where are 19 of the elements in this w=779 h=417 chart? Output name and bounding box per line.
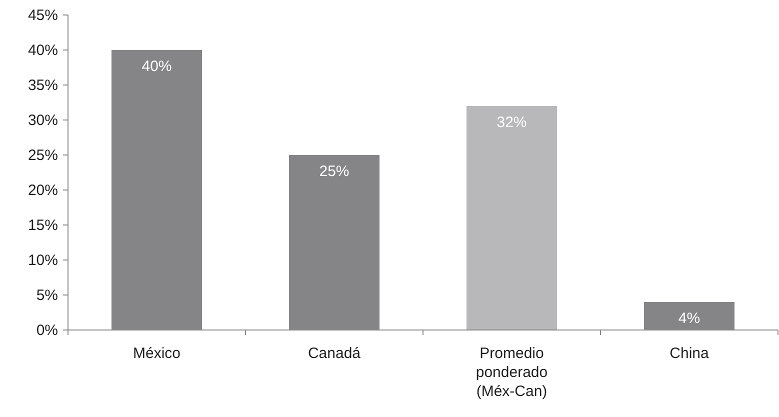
data-label: 25% [319,163,350,180]
x-tick-label: Canadá [308,345,362,362]
data-label: 4% [678,310,700,327]
x-tick-label: México [132,345,181,362]
y-tick-label: 35% [28,76,58,94]
data-label: 32% [496,114,527,131]
y-tick-label: 15% [28,216,58,234]
y-tick-label: 45% [28,6,58,24]
y-tick-label: 0% [36,322,58,339]
x-tick-label: China [670,345,710,362]
x-tick-label: Promedio ponderado (Méx-Can) [476,345,548,400]
bar [466,106,558,330]
y-tick-label: 5% [36,286,58,304]
y-tick-label: 40% [28,42,58,59]
y-tick-label: 10% [28,252,58,269]
y-tick-label: 30% [28,112,58,129]
data-label: 40% [142,58,172,75]
y-tick-label: 20% [28,182,58,199]
y-tick-label: 25% [28,146,58,164]
